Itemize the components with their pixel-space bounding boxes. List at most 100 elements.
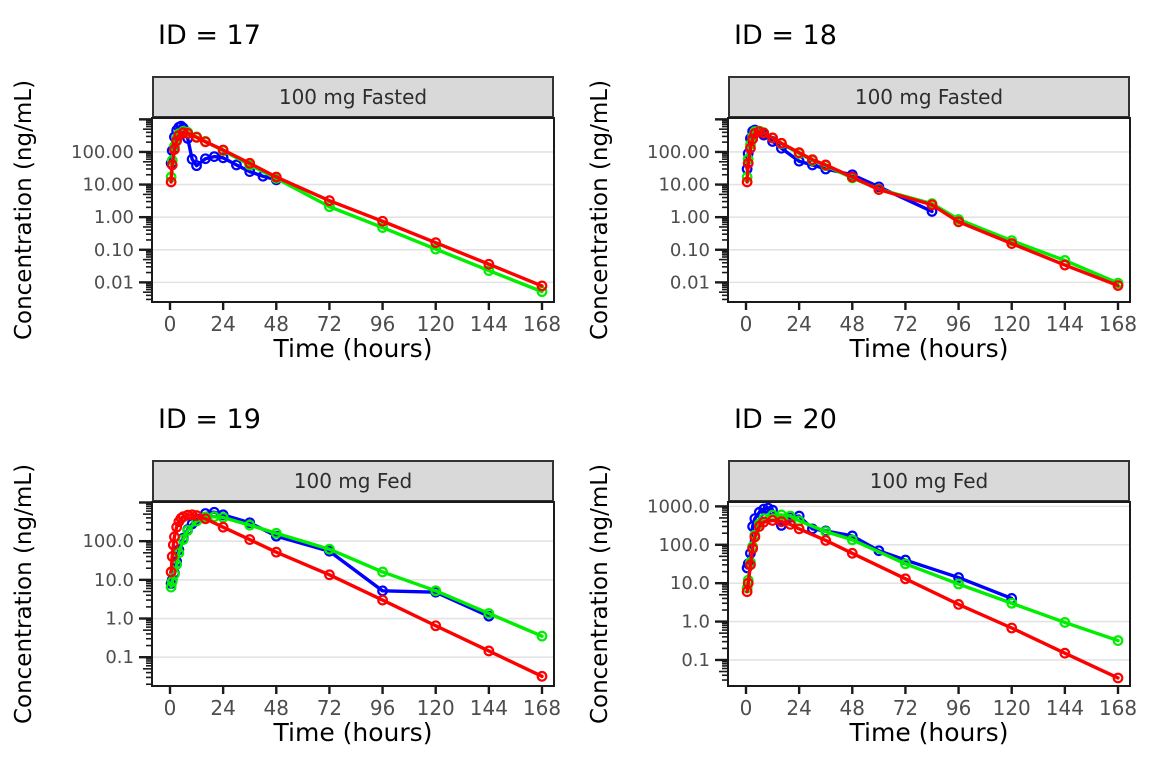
svg-text:10.00: 10.00 xyxy=(658,175,710,196)
svg-text:24: 24 xyxy=(210,696,235,720)
svg-text:10.0: 10.0 xyxy=(670,573,710,594)
x-axis-ticks xyxy=(168,686,544,694)
plot-area: 1000.0 100.0 10.0 1.0 0.1 0 24 48 72 96 120 144 168 xyxy=(647,496,1137,720)
series-red-line xyxy=(169,130,544,288)
svg-text:100.00: 100.00 xyxy=(647,142,710,163)
svg-text:24: 24 xyxy=(786,312,811,336)
panel-title: ID = 19 xyxy=(158,404,261,435)
series-group xyxy=(741,124,1124,291)
x-axis-title: Time (hours) xyxy=(273,718,433,747)
x-tick-labels: 0 24 48 72 96 120 144 168 xyxy=(740,312,1137,336)
svg-text:168: 168 xyxy=(523,696,561,720)
series-group xyxy=(741,502,1124,684)
x-axis-ticks xyxy=(744,302,1120,310)
svg-text:100.0: 100.0 xyxy=(658,535,710,556)
panel-background xyxy=(152,502,554,686)
svg-text:144: 144 xyxy=(1046,312,1084,336)
series-red-line xyxy=(169,513,544,679)
svg-text:168: 168 xyxy=(1099,696,1137,720)
x-tick-labels: 0 24 48 72 96 120 144 168 xyxy=(164,312,561,336)
svg-text:48: 48 xyxy=(264,696,289,720)
y-axis-ticks xyxy=(139,501,152,686)
svg-text:1.0: 1.0 xyxy=(105,609,134,630)
facet-strip-label: 100 mg Fed xyxy=(293,469,413,493)
facet-strip-label: 100 mg Fasted xyxy=(278,85,428,109)
series-red-markers xyxy=(165,509,548,682)
facet-panel-id-20: ID = 20 Concentration (ng/mL) 100 mg Fed… xyxy=(576,384,1152,768)
svg-text:72: 72 xyxy=(893,312,918,336)
x-axis-title: Time (hours) xyxy=(849,334,1009,363)
series-group xyxy=(165,120,548,298)
svg-text:1.00: 1.00 xyxy=(94,207,134,228)
svg-text:1.0: 1.0 xyxy=(681,612,710,633)
plot-area: 100.00 10.00 1.00 0.10 0.01 0 24 48 72 96 120 144 16… xyxy=(647,117,1137,336)
svg-text:100.0: 100.0 xyxy=(82,531,134,552)
svg-text:96: 96 xyxy=(946,312,971,336)
svg-text:120: 120 xyxy=(417,312,455,336)
plot-area: 100.0 10.0 1.0 0.1 0 24 48 72 96 120 144 168 xyxy=(82,501,561,720)
panel-background xyxy=(728,502,1130,686)
svg-text:24: 24 xyxy=(786,696,811,720)
x-axis-ticks xyxy=(744,686,1120,694)
x-axis-ticks xyxy=(168,302,544,310)
y-tick-labels: 100.0 10.0 1.0 0.1 xyxy=(82,531,134,668)
svg-text:10.00: 10.00 xyxy=(82,175,134,196)
svg-text:0.10: 0.10 xyxy=(670,240,710,261)
y-axis-ticks xyxy=(715,505,728,681)
svg-text:96: 96 xyxy=(370,696,395,720)
svg-text:168: 168 xyxy=(1099,312,1137,336)
facet-strip-label: 100 mg Fasted xyxy=(854,85,1004,109)
svg-text:144: 144 xyxy=(470,696,508,720)
svg-text:48: 48 xyxy=(264,312,289,336)
svg-text:120: 120 xyxy=(417,696,455,720)
panel-title: ID = 20 xyxy=(734,404,837,435)
facet-strip: 100 mg Fed xyxy=(728,460,1130,502)
panel-title: ID = 17 xyxy=(158,20,261,51)
x-tick-labels: 0 24 48 72 96 120 144 168 xyxy=(740,696,1137,720)
y-axis-ticks xyxy=(715,118,728,301)
x-axis-title: Time (hours) xyxy=(849,718,1009,747)
svg-text:1000.0: 1000.0 xyxy=(647,496,710,517)
svg-text:120: 120 xyxy=(993,312,1031,336)
facet-panel-id-19: ID = 19 Concentration (ng/mL) 100 mg Fed… xyxy=(0,384,576,768)
y-tick-labels: 100.00 10.00 1.00 0.10 0.01 xyxy=(647,142,710,293)
svg-text:72: 72 xyxy=(893,696,918,720)
svg-text:48: 48 xyxy=(840,696,865,720)
svg-text:48: 48 xyxy=(840,312,865,336)
series-red-markers xyxy=(165,127,548,292)
svg-text:10.0: 10.0 xyxy=(94,570,134,591)
panel-border xyxy=(727,117,1131,303)
svg-text:1.00: 1.00 xyxy=(670,207,710,228)
plot-area: 100.00 10.00 1.00 0.10 0.01 0 24 48 72 96 120 144 16… xyxy=(71,117,561,336)
x-axis-title: Time (hours) xyxy=(273,334,433,363)
svg-text:0: 0 xyxy=(164,696,177,720)
facet-panel-id-17: ID = 17 Concentration (ng/mL) 100 mg Fas… xyxy=(0,0,576,384)
svg-text:96: 96 xyxy=(370,312,395,336)
y-tick-labels: 1000.0 100.0 10.0 1.0 0.1 xyxy=(647,496,710,671)
svg-text:144: 144 xyxy=(470,312,508,336)
x-tick-labels: 0 24 48 72 96 120 144 168 xyxy=(164,696,561,720)
svg-text:168: 168 xyxy=(523,312,561,336)
svg-text:144: 144 xyxy=(1046,696,1084,720)
y-tick-labels: 100.00 10.00 1.00 0.10 0.01 xyxy=(71,142,134,293)
svg-text:0.10: 0.10 xyxy=(94,240,134,261)
svg-text:0.1: 0.1 xyxy=(681,650,710,671)
series-group xyxy=(165,506,548,682)
svg-text:24: 24 xyxy=(210,312,235,336)
svg-text:0: 0 xyxy=(740,312,753,336)
series-red-markers xyxy=(741,126,1124,291)
svg-text:96: 96 xyxy=(946,696,971,720)
series-red-line xyxy=(745,129,1120,288)
svg-text:120: 120 xyxy=(993,696,1031,720)
svg-text:0.1: 0.1 xyxy=(105,647,134,668)
y-axis-ticks xyxy=(139,118,152,301)
svg-text:72: 72 xyxy=(317,696,342,720)
svg-text:0: 0 xyxy=(164,312,177,336)
series-red-markers xyxy=(741,515,1124,684)
svg-text:0.01: 0.01 xyxy=(670,272,710,293)
panel-title: ID = 18 xyxy=(734,20,837,51)
svg-text:72: 72 xyxy=(317,312,342,336)
facet-panel-id-18: ID = 18 Concentration (ng/mL) 100 mg Fas… xyxy=(576,0,1152,384)
panel-border xyxy=(151,117,555,303)
gridlines xyxy=(152,540,554,658)
